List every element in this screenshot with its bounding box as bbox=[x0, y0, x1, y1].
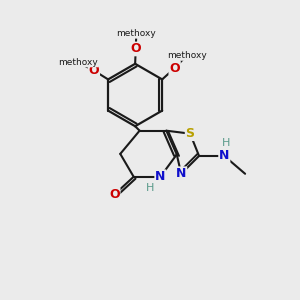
Text: N: N bbox=[176, 167, 186, 180]
Text: methoxy: methoxy bbox=[167, 51, 206, 60]
Text: N: N bbox=[219, 149, 230, 162]
Text: S: S bbox=[186, 127, 195, 140]
Text: O: O bbox=[169, 61, 180, 75]
Text: methoxy: methoxy bbox=[58, 58, 98, 67]
Text: N: N bbox=[155, 170, 166, 183]
Text: H: H bbox=[222, 139, 230, 148]
Text: H: H bbox=[146, 183, 154, 193]
Text: methoxy: methoxy bbox=[116, 29, 156, 38]
Text: O: O bbox=[88, 64, 99, 77]
Text: O: O bbox=[130, 42, 141, 56]
Text: O: O bbox=[109, 188, 120, 201]
